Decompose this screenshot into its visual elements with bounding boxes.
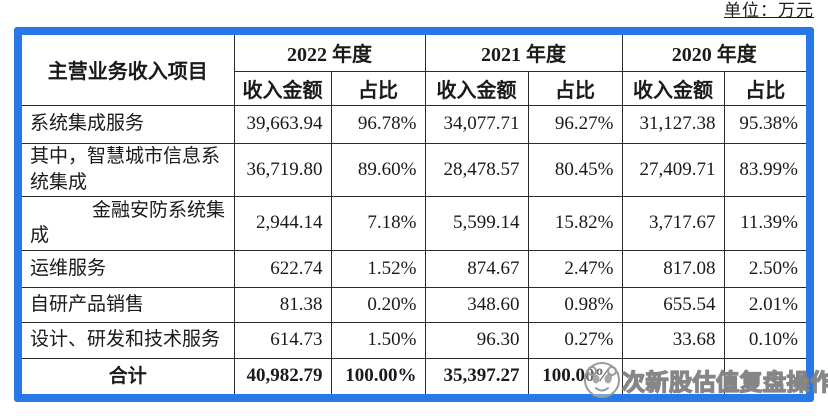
ratio-cell: 1.50% <box>330 321 426 359</box>
item-header: 主营业务收入项目 <box>22 35 235 106</box>
amount-cell: 3,717.67 <box>621 195 725 251</box>
ratio-cell: 7.18% <box>330 195 426 251</box>
ratio-cell: 89.60% <box>330 142 426 197</box>
amount-cell: 2,944.14 <box>233 195 332 251</box>
amount-cell: 28,478.57 <box>424 142 529 197</box>
revenue-table: 主营业务收入项目 2022 年度 2021 年度 2020 年度 收入金额 占比… <box>22 35 806 394</box>
ratio-cell: 83.99% <box>723 142 806 197</box>
row-label: 自研产品销售 <box>22 286 235 323</box>
ratio-cell: 0.27% <box>527 321 623 359</box>
year-header-2022: 2022 年度 <box>233 35 426 72</box>
amount-cell: 96.30 <box>424 321 529 359</box>
ratio-cell: 80.45% <box>527 142 623 197</box>
amount-cell: 33.68 <box>621 321 725 359</box>
table-row: 金融安防系统集成 2,944.14 7.18% 5,599.14 15.82% … <box>22 195 806 251</box>
amount-cell: 874.67 <box>424 249 529 288</box>
amount-cell: 614.73 <box>233 321 332 359</box>
amount-cell: 34,077.71 <box>424 104 529 144</box>
amount-header-2020: 收入金额 <box>621 70 725 106</box>
ratio-cell: 0.20% <box>330 286 426 323</box>
table-row: 运维服务 622.74 1.52% 874.67 2.47% 817.08 2.… <box>22 249 806 288</box>
table-row: 其中，智慧城市信息系统集成 36,719.80 89.60% 28,478.57… <box>22 142 806 197</box>
amount-cell: 35,397.27 <box>424 357 529 394</box>
table-row: 设计、研发和技术服务 614.73 1.50% 96.30 0.27% 33.6… <box>22 321 806 359</box>
row-label: 系统集成服务 <box>22 104 235 144</box>
amount-cell <box>621 357 725 394</box>
amount-cell: 39,663.94 <box>233 104 332 144</box>
table-row: 系统集成服务 39,663.94 96.78% 34,077.71 96.27%… <box>22 104 806 144</box>
row-label: 设计、研发和技术服务 <box>22 321 235 359</box>
ratio-cell: 95.38% <box>723 104 806 144</box>
amount-cell: 817.08 <box>621 249 725 288</box>
row-label: 运维服务 <box>22 249 235 288</box>
ratio-cell: 96.78% <box>330 104 426 144</box>
amount-cell: 622.74 <box>233 249 332 288</box>
total-row: 合计 40,982.79 100.00% 35,397.27 100.00% <box>22 357 806 394</box>
ratio-header-2021: 占比 <box>527 70 623 106</box>
amount-cell: 36,719.80 <box>233 142 332 197</box>
amount-cell: 40,982.79 <box>233 357 332 394</box>
unit-label: 单位：万元 <box>724 1 814 20</box>
ratio-cell: 2.47% <box>527 249 623 288</box>
amount-cell: 655.54 <box>621 286 725 323</box>
ratio-cell: 0.10% <box>723 321 806 359</box>
table-frame: 主营业务收入项目 2022 年度 2021 年度 2020 年度 收入金额 占比… <box>14 27 814 402</box>
row-label: 其中，智慧城市信息系统集成 <box>22 142 235 197</box>
ratio-cell: 0.98% <box>527 286 623 323</box>
row-label: 金融安防系统集成 <box>22 195 235 251</box>
amount-cell: 5,599.14 <box>424 195 529 251</box>
ratio-header-2020: 占比 <box>723 70 806 106</box>
year-header-2020: 2020 年度 <box>621 35 806 72</box>
amount-cell: 27,409.71 <box>621 142 725 197</box>
ratio-cell: 1.52% <box>330 249 426 288</box>
ratio-cell: 2.01% <box>723 286 806 323</box>
ratio-cell: 100.00% <box>330 357 426 394</box>
ratio-header-2022: 占比 <box>330 70 426 106</box>
ratio-cell: 2.50% <box>723 249 806 288</box>
amount-cell: 81.38 <box>233 286 332 323</box>
total-label: 合计 <box>22 357 235 394</box>
ratio-cell: 96.27% <box>527 104 623 144</box>
amount-cell: 31,127.38 <box>621 104 725 144</box>
amount-header-2021: 收入金额 <box>424 70 529 106</box>
ratio-cell: 11.39% <box>723 195 806 251</box>
amount-header-2022: 收入金额 <box>234 70 332 106</box>
ratio-cell: 100.00% <box>527 357 623 394</box>
ratio-cell <box>723 357 806 394</box>
table-row: 自研产品销售 81.38 0.20% 348.60 0.98% 655.54 2… <box>22 286 806 323</box>
ratio-cell: 15.82% <box>527 195 623 251</box>
year-header-2021: 2021 年度 <box>424 35 623 72</box>
amount-cell: 348.60 <box>424 286 529 323</box>
